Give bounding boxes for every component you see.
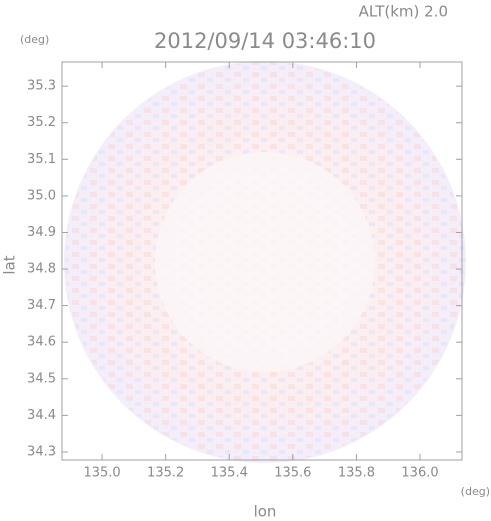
y-tick-label: 34.5 <box>27 371 56 386</box>
x-tick-label: 136.0 <box>401 466 438 481</box>
x-tick-label: 135.6 <box>274 466 311 481</box>
plot-area <box>61 61 466 463</box>
altitude-label: ALT(km) 2.0 <box>359 3 448 21</box>
x-axis-label: lon <box>254 503 277 521</box>
x-tick-label: 135.8 <box>338 466 375 481</box>
y-axis-label: lat <box>1 255 19 274</box>
plot-frame <box>61 61 463 461</box>
x-unit: (deg) <box>461 485 490 498</box>
y-unit: (deg) <box>20 33 49 46</box>
y-tick-label: 34.7 <box>27 298 56 313</box>
y-tick-label: 34.9 <box>27 225 56 240</box>
y-tick-label: 35.2 <box>27 115 56 130</box>
y-tick-label: 34.6 <box>27 335 56 350</box>
radar-inner <box>155 152 375 372</box>
y-tick-label: 34.4 <box>27 408 56 423</box>
y-tick-label: 34.8 <box>27 262 56 277</box>
y-tick-label: 35.0 <box>27 188 56 203</box>
x-tick-label: 135.2 <box>147 466 184 481</box>
x-tick-label: 135.4 <box>211 466 248 481</box>
y-tick-label: 35.1 <box>27 152 56 167</box>
y-tick-label: 34.3 <box>27 444 56 459</box>
x-tick-label: 135.0 <box>83 466 120 481</box>
y-tick-label: 35.3 <box>27 79 56 94</box>
chart-title: 2012/09/14 03:46:10 <box>154 29 376 53</box>
